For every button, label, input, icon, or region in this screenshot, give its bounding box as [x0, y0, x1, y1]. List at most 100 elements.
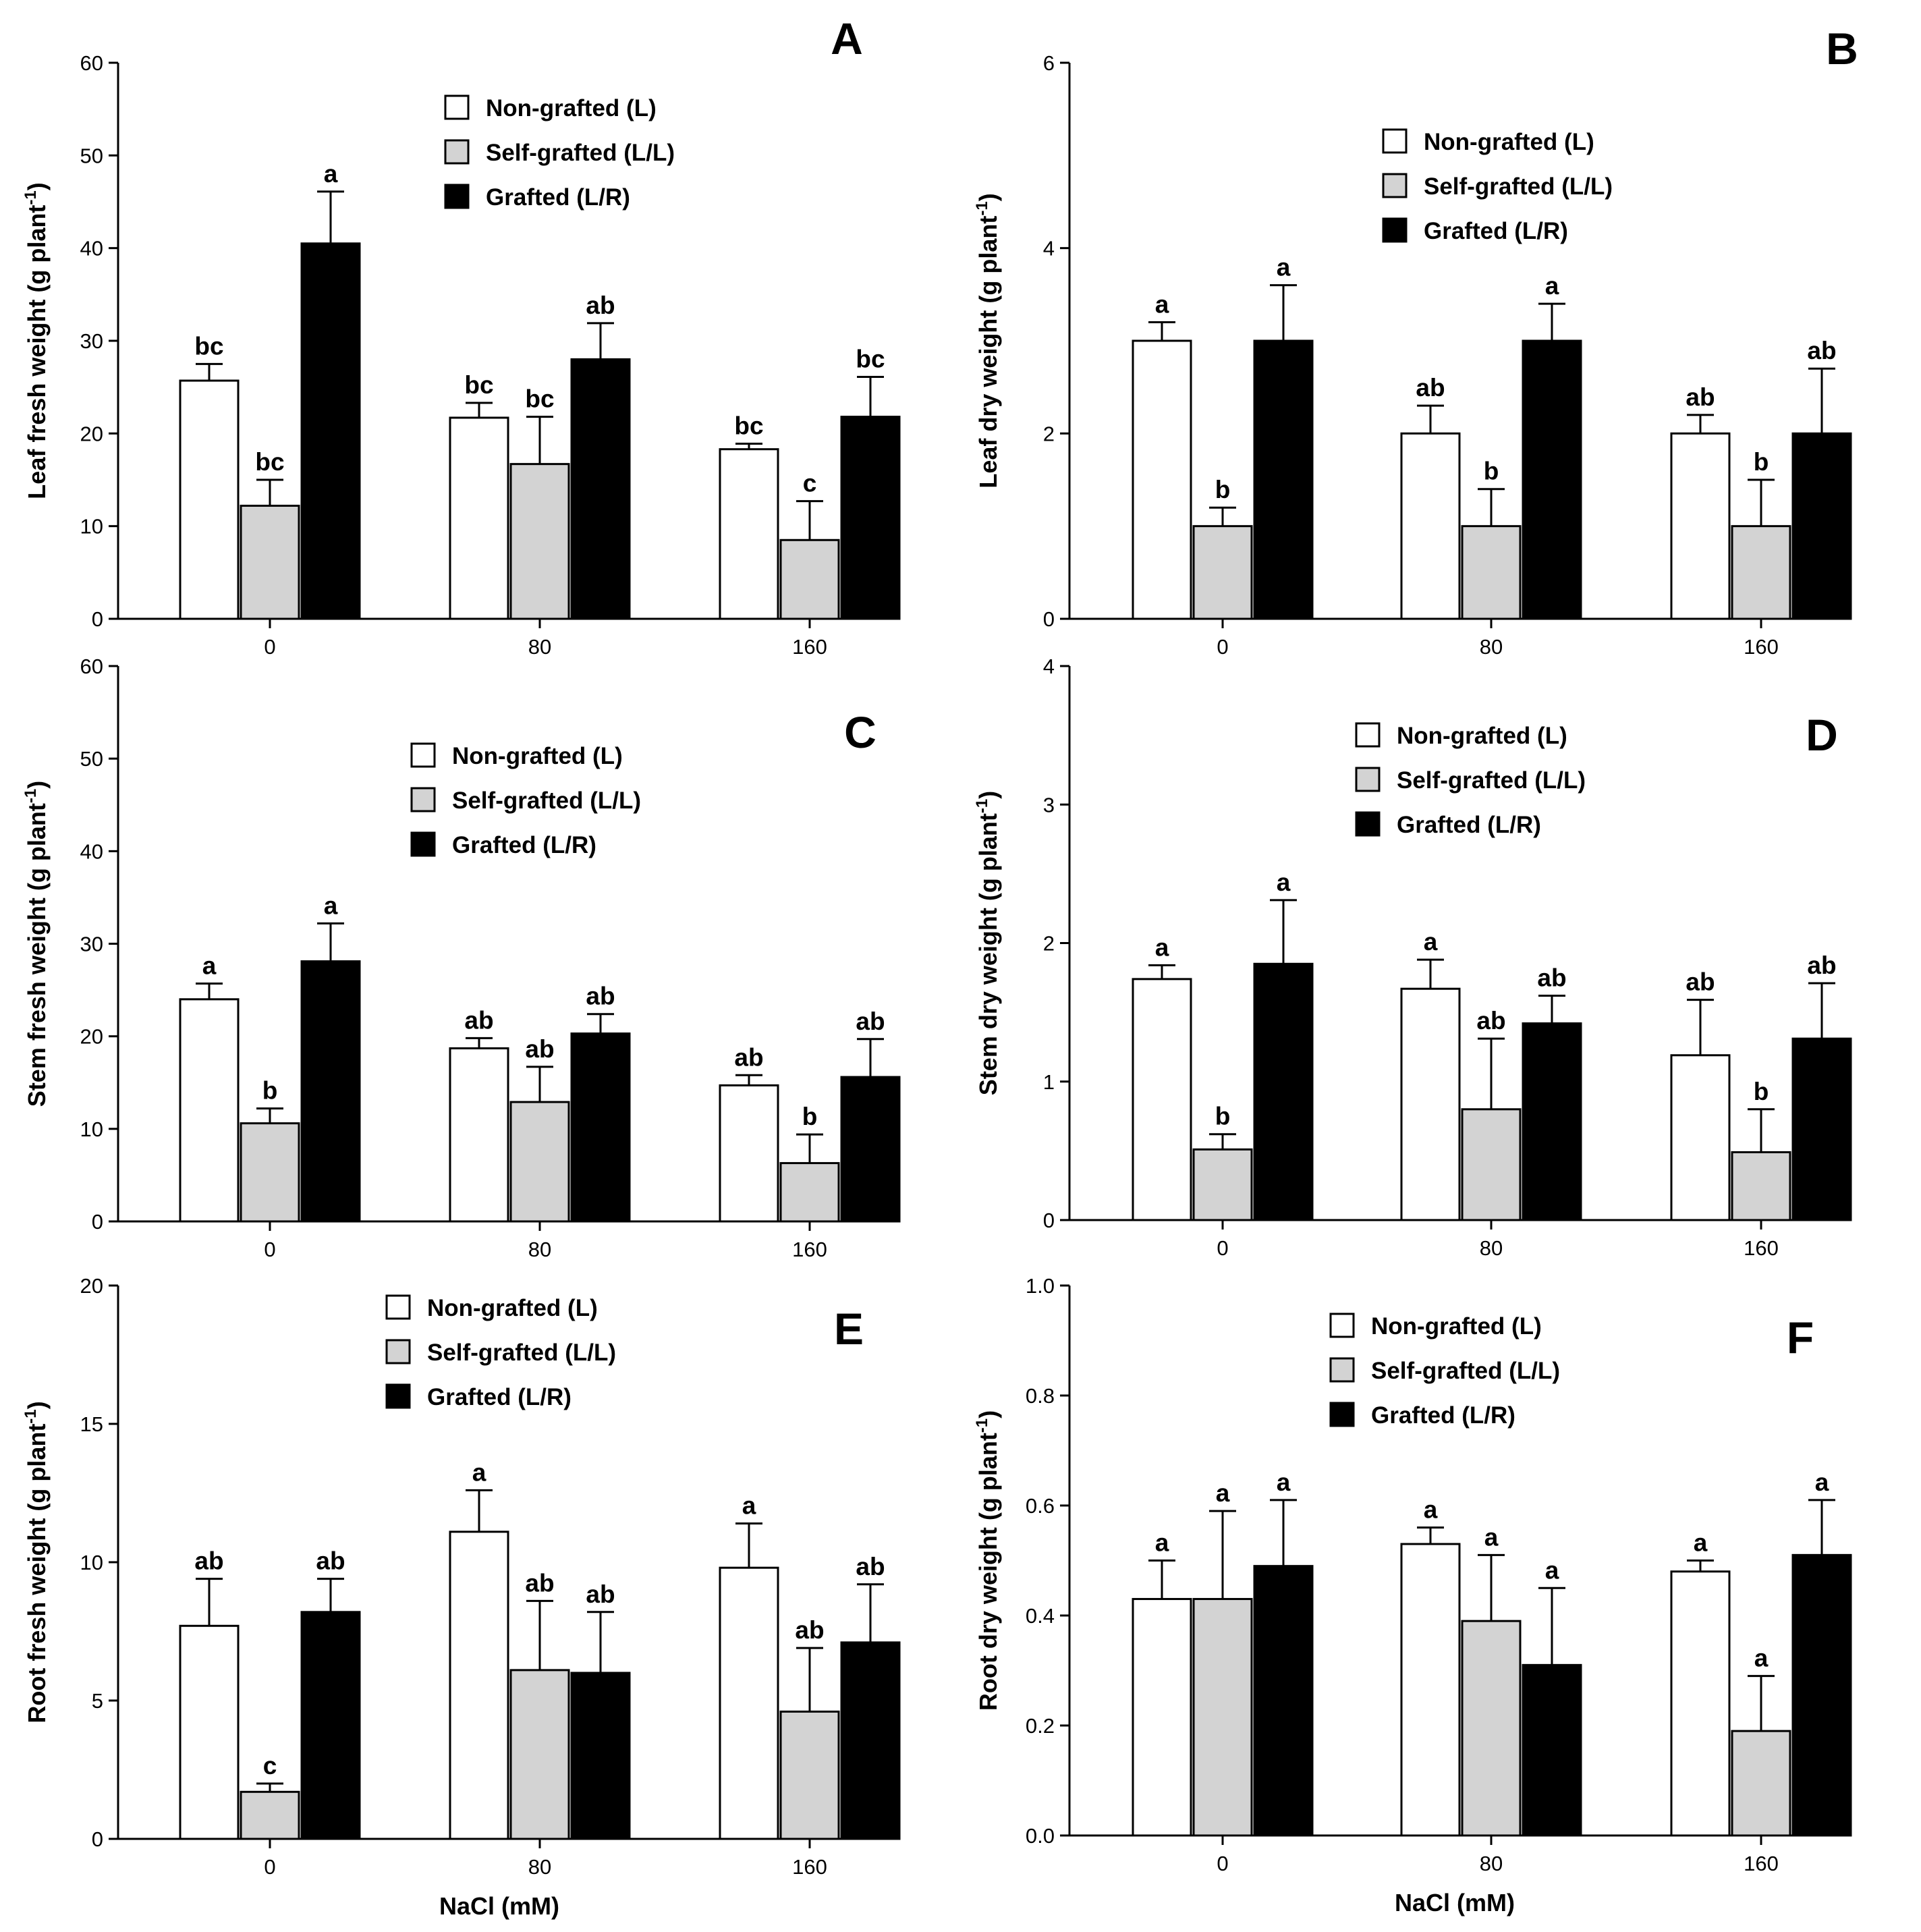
significance-label: bc: [255, 448, 284, 476]
bar: [840, 1076, 901, 1223]
bar: [1731, 1730, 1791, 1837]
legend: Non-grafted (L) Self-grafted (L/L) Grafted…: [1355, 722, 1586, 838]
y-axis-title-close: ): [23, 1401, 51, 1409]
bar: [300, 242, 361, 620]
legend-entry: Non-grafted (L): [1371, 1313, 1542, 1340]
bar: [1670, 1054, 1731, 1221]
significance-label: a: [1155, 933, 1169, 961]
legend-swatch: [385, 1339, 411, 1364]
legend-swatch: [444, 94, 470, 120]
bar: [240, 504, 300, 620]
significance-label: a: [1277, 1468, 1291, 1496]
significance-label: a: [472, 1458, 486, 1486]
panel-letter: C: [844, 707, 876, 757]
significance-label: a: [1545, 1556, 1559, 1584]
bar: [1461, 1108, 1522, 1221]
y-tick-label: 0.6: [1026, 1494, 1055, 1518]
y-tick-label: 1: [1043, 1070, 1055, 1094]
legend-swatch: [1355, 722, 1381, 748]
bar: [840, 416, 901, 620]
legend-entry: Self-grafted (L/L): [1424, 173, 1613, 200]
legend-entry: Self-grafted (L/L): [486, 140, 675, 166]
y-tick-label: 40: [80, 237, 103, 260]
x-tick-label: 0: [1217, 1236, 1228, 1260]
significance-label: ab: [316, 1547, 345, 1575]
significance-label: b: [802, 1103, 818, 1130]
significance-label: b: [1215, 476, 1231, 503]
bar: [1522, 339, 1582, 620]
legend-swatch: [1329, 1402, 1355, 1427]
legend-entry: Non-grafted (L): [427, 1295, 598, 1321]
x-tick-label: 0: [1217, 1852, 1228, 1875]
bar: [1522, 1663, 1582, 1837]
significance-label: b: [1484, 458, 1499, 485]
y-tick-label: 3: [1043, 793, 1055, 817]
significance-label: ab: [525, 1035, 554, 1063]
legend-swatch: [1382, 128, 1408, 154]
legend-entry: Non-grafted (L): [486, 95, 657, 121]
legend-entry: Self-grafted (L/L): [1371, 1358, 1560, 1384]
significance-label: ab: [1537, 964, 1566, 991]
legend-swatch: [1329, 1357, 1355, 1383]
panel-letter: F: [1787, 1313, 1814, 1362]
bar: [779, 1162, 840, 1223]
bar: [1461, 525, 1522, 620]
bar: [240, 1790, 300, 1840]
bar: [1522, 1022, 1582, 1221]
bar: [840, 1641, 901, 1840]
x-tick-label: 80: [528, 635, 551, 659]
y-axis-title-text: Leaf dry weight (g plant: [974, 216, 1002, 489]
bar: [240, 1122, 300, 1223]
legend: Non-grafted (L) Self-grafted (L/L) Grafted…: [385, 1294, 616, 1410]
panel-letter: A: [831, 13, 863, 63]
significance-label: ab: [1686, 968, 1715, 996]
bar: [179, 998, 240, 1223]
significance-label: a: [202, 951, 217, 979]
bar: [719, 448, 779, 620]
legend: Non-grafted (L) Self-grafted (L/L) Grafted…: [1329, 1313, 1560, 1429]
legend-entry: Grafted (L/R): [1371, 1402, 1515, 1429]
x-tick-label: 0: [264, 635, 275, 659]
y-tick-label: 5: [92, 1689, 103, 1713]
legend-swatch: [444, 184, 470, 209]
bar: [449, 1530, 509, 1840]
y-axis-title-superscript: -1: [973, 201, 991, 215]
bar: [300, 1611, 361, 1840]
y-tick-label: 0.2: [1026, 1714, 1055, 1738]
significance-label: ab: [464, 1006, 493, 1034]
significance-label: ab: [734, 1043, 763, 1071]
y-axis-title-text: Root dry weight (g plant: [974, 1433, 1002, 1711]
significance-label: a: [742, 1492, 756, 1520]
x-tick-label: 80: [1480, 1236, 1503, 1260]
bar: [179, 1624, 240, 1840]
panel-d: 0 1 2 3 4 0 80 160 a a ab b ab b a ab ab Stem dry weight …: [973, 655, 1852, 1260]
bar: [1400, 432, 1461, 620]
significance-label: bc: [194, 332, 223, 360]
x-tick-label: 160: [792, 1238, 827, 1261]
bar: [509, 1669, 570, 1840]
y-axis-title-superscript: -1: [22, 1409, 40, 1423]
y-tick-label: 0.8: [1026, 1384, 1055, 1408]
y-axis-title: Leaf dry weight (g plant-1): [973, 193, 1002, 488]
x-tick-label: 160: [792, 1855, 827, 1879]
y-axis-title-superscript: -1: [973, 799, 991, 813]
panel-b: 0 2 4 6 0 80 160 a ab ab b b b a a ab Leaf dry weight (g…: [973, 24, 1858, 659]
significance-label: a: [1155, 291, 1169, 319]
x-axis-title: NaCl (mM): [439, 1892, 559, 1920]
significance-label: a: [1216, 1479, 1230, 1507]
bar: [1253, 339, 1314, 620]
significance-label: b: [1215, 1103, 1231, 1130]
x-tick-label: 80: [528, 1855, 551, 1879]
significance-label: c: [803, 470, 817, 497]
y-tick-label: 40: [80, 839, 103, 863]
legend-swatch: [1355, 811, 1381, 837]
y-axis-title: Leaf fresh weight (g plant-1): [22, 182, 51, 499]
y-axis-title: Stem dry weight (g plant-1): [973, 791, 1002, 1095]
legend: Non-grafted (L) Self-grafted (L/L) Grafted…: [1382, 128, 1613, 244]
bar: [1253, 1565, 1314, 1837]
bar: [509, 463, 570, 620]
y-tick-label: 0: [1043, 1209, 1055, 1232]
legend-swatch: [1382, 217, 1408, 243]
legend-swatch: [410, 831, 436, 857]
y-tick-label: 10: [80, 1117, 103, 1141]
